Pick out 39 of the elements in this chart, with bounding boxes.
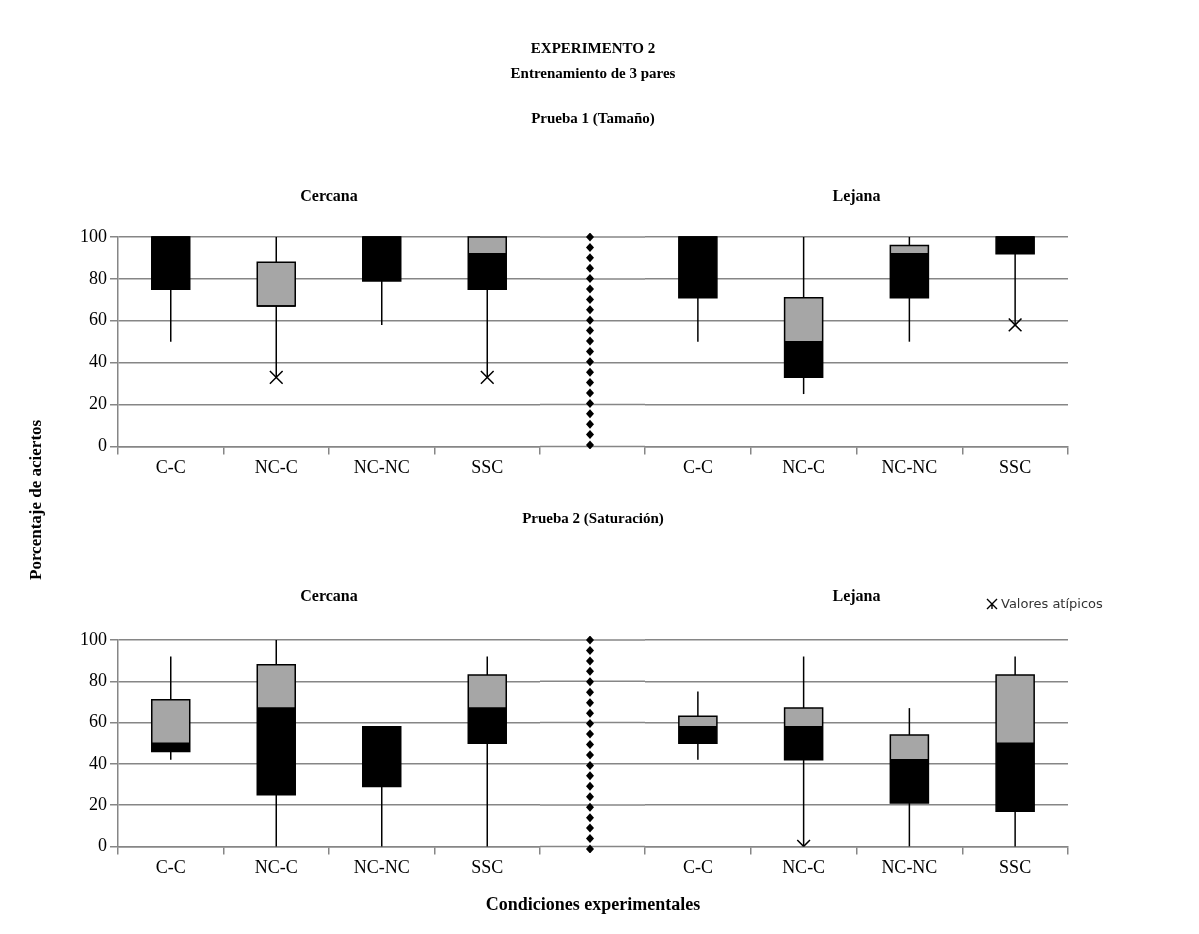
x-tick-label: NC-NC [353, 856, 410, 877]
x-tick-label: NC-NC [353, 456, 410, 477]
text: Prueba 2 (Saturación) [522, 510, 664, 526]
x-tick-label: C-C [155, 856, 186, 877]
x-tick-label: SSC [999, 456, 1032, 477]
y-tick-label: 40 [89, 752, 107, 773]
y-tick-label: 20 [89, 393, 107, 414]
y-tick-label: 0 [98, 835, 107, 856]
y-tick-label: 20 [89, 793, 107, 814]
text: Entrenamiento de 3 pares [509, 65, 677, 82]
y-tick-label: 100 [80, 225, 107, 246]
y-tick-label: 40 [89, 351, 107, 372]
x-tick-label: NC-C [782, 856, 826, 877]
chart-subtitle: Cercana [299, 187, 359, 205]
x-tick-label: SSC [471, 456, 504, 477]
x-axis-title: Condiciones experimentales [484, 894, 702, 915]
chart-subtitle: Cercana [299, 587, 359, 605]
x-tick-label: NC-C [254, 856, 298, 877]
y-axis-title: Porcentaje de aciertos [26, 418, 46, 583]
text: EXPERIMENTO 2 [529, 40, 657, 57]
y-tick-label: 0 [98, 435, 107, 456]
y-tick-label: 80 [89, 267, 107, 288]
chart-subtitle: Lejana [831, 187, 882, 205]
y-tick-label: 60 [89, 309, 107, 330]
y-tick-label: 80 [89, 670, 107, 691]
y-tick-label: 60 [89, 711, 107, 732]
x-tick-label: C-C [682, 456, 713, 477]
x-tick-label: C-C [155, 456, 186, 477]
x-tick-label: SSC [471, 856, 504, 877]
y-tick-label: 100 [80, 628, 107, 649]
x-tick-label: NC-NC [881, 456, 938, 477]
x-tick-label: SSC [999, 856, 1032, 877]
x-tick-label: NC-C [782, 456, 826, 477]
x-tick-label: NC-NC [881, 856, 938, 877]
legend-label: Valores atípicos [1001, 596, 1103, 611]
x-tick-label: NC-C [254, 456, 298, 477]
chart-subtitle: Lejana [832, 587, 881, 604]
text: Prueba 1 (Tamaño) [530, 110, 656, 127]
x-tick-label: C-C [682, 856, 713, 877]
